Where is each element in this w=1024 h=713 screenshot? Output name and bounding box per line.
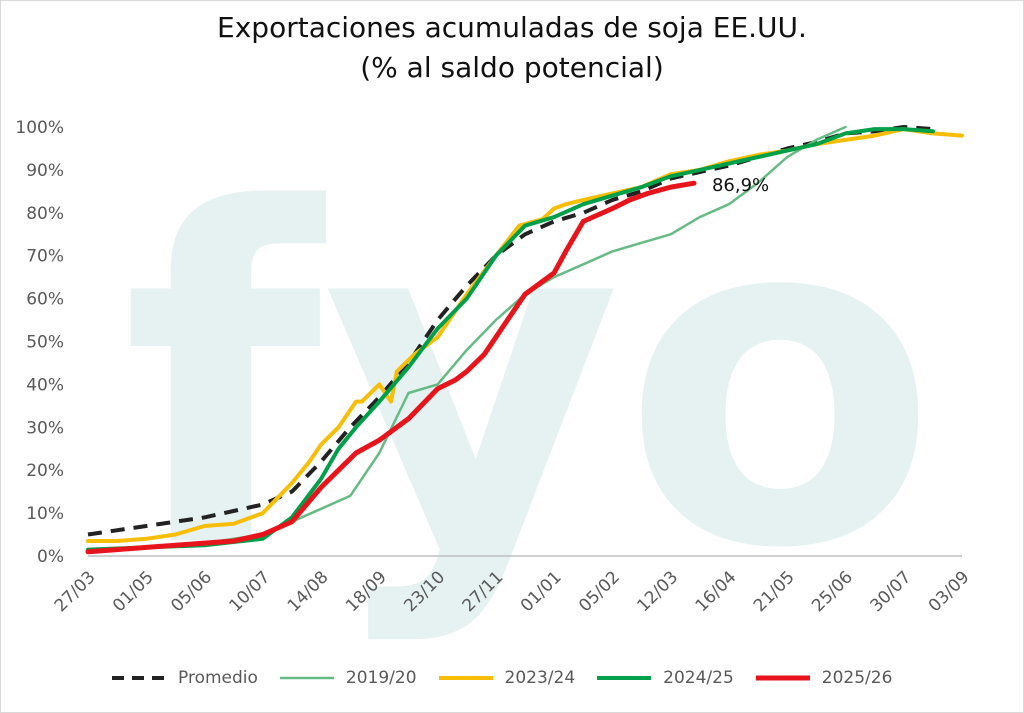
legend-label: 2023/24: [504, 668, 576, 688]
y-axis: 0% 10% 20% 30% 40% 50% 60% 70% 80% 90% 100%: [15, 118, 962, 567]
watermark-logo: fyo: [122, 114, 938, 649]
legend-label: 2024/25: [663, 668, 734, 688]
x-tick-label: 27/03: [51, 567, 100, 616]
y-tick-label: 40%: [26, 375, 64, 395]
title-line-2: (% al saldo potencial): [360, 51, 664, 84]
legend-swatch: [279, 676, 334, 680]
legend-label: 2019/20: [345, 668, 417, 688]
legend-item: 2024/25: [595, 668, 734, 688]
legend-swatch: [755, 675, 810, 681]
y-tick-label: 0%: [37, 547, 64, 567]
legend-swatch: [438, 676, 493, 680]
annotation-label: 86,9%: [712, 175, 769, 196]
y-tick-label: 80%: [26, 204, 64, 224]
y-tick-label: 30%: [26, 418, 64, 438]
legend-item: 2025/26: [754, 668, 893, 688]
legend-label: 2025/26: [821, 668, 893, 688]
y-tick-label: 50%: [26, 333, 64, 353]
y-tick-label: 10%: [26, 504, 64, 524]
legend-swatch: [112, 676, 166, 680]
y-tick-label: 70%: [26, 247, 64, 267]
y-tick-label: 90%: [26, 161, 64, 181]
plot-area: [85, 125, 964, 555]
chart-title: Exportaciones acumuladas de soja EE.UU. …: [0, 8, 1024, 88]
legend-item: 2023/24: [437, 668, 576, 688]
title-line-1: Exportaciones acumuladas de soja EE.UU.: [217, 11, 807, 44]
legend-label: Promedio: [178, 668, 258, 688]
series-line-2025-26: [85, 180, 697, 555]
legend: Promedio 2019/20 2023/24 2024/25 2025/26: [110, 668, 892, 688]
legend-item: 2019/20: [278, 668, 417, 688]
y-tick-label: 20%: [26, 461, 64, 481]
y-tick-label: 60%: [26, 290, 64, 310]
y-tick-label: 100%: [15, 118, 64, 138]
legend-swatch: [597, 676, 652, 680]
legend-item: Promedio: [110, 668, 258, 688]
series-line-2024-25: [86, 127, 935, 552]
